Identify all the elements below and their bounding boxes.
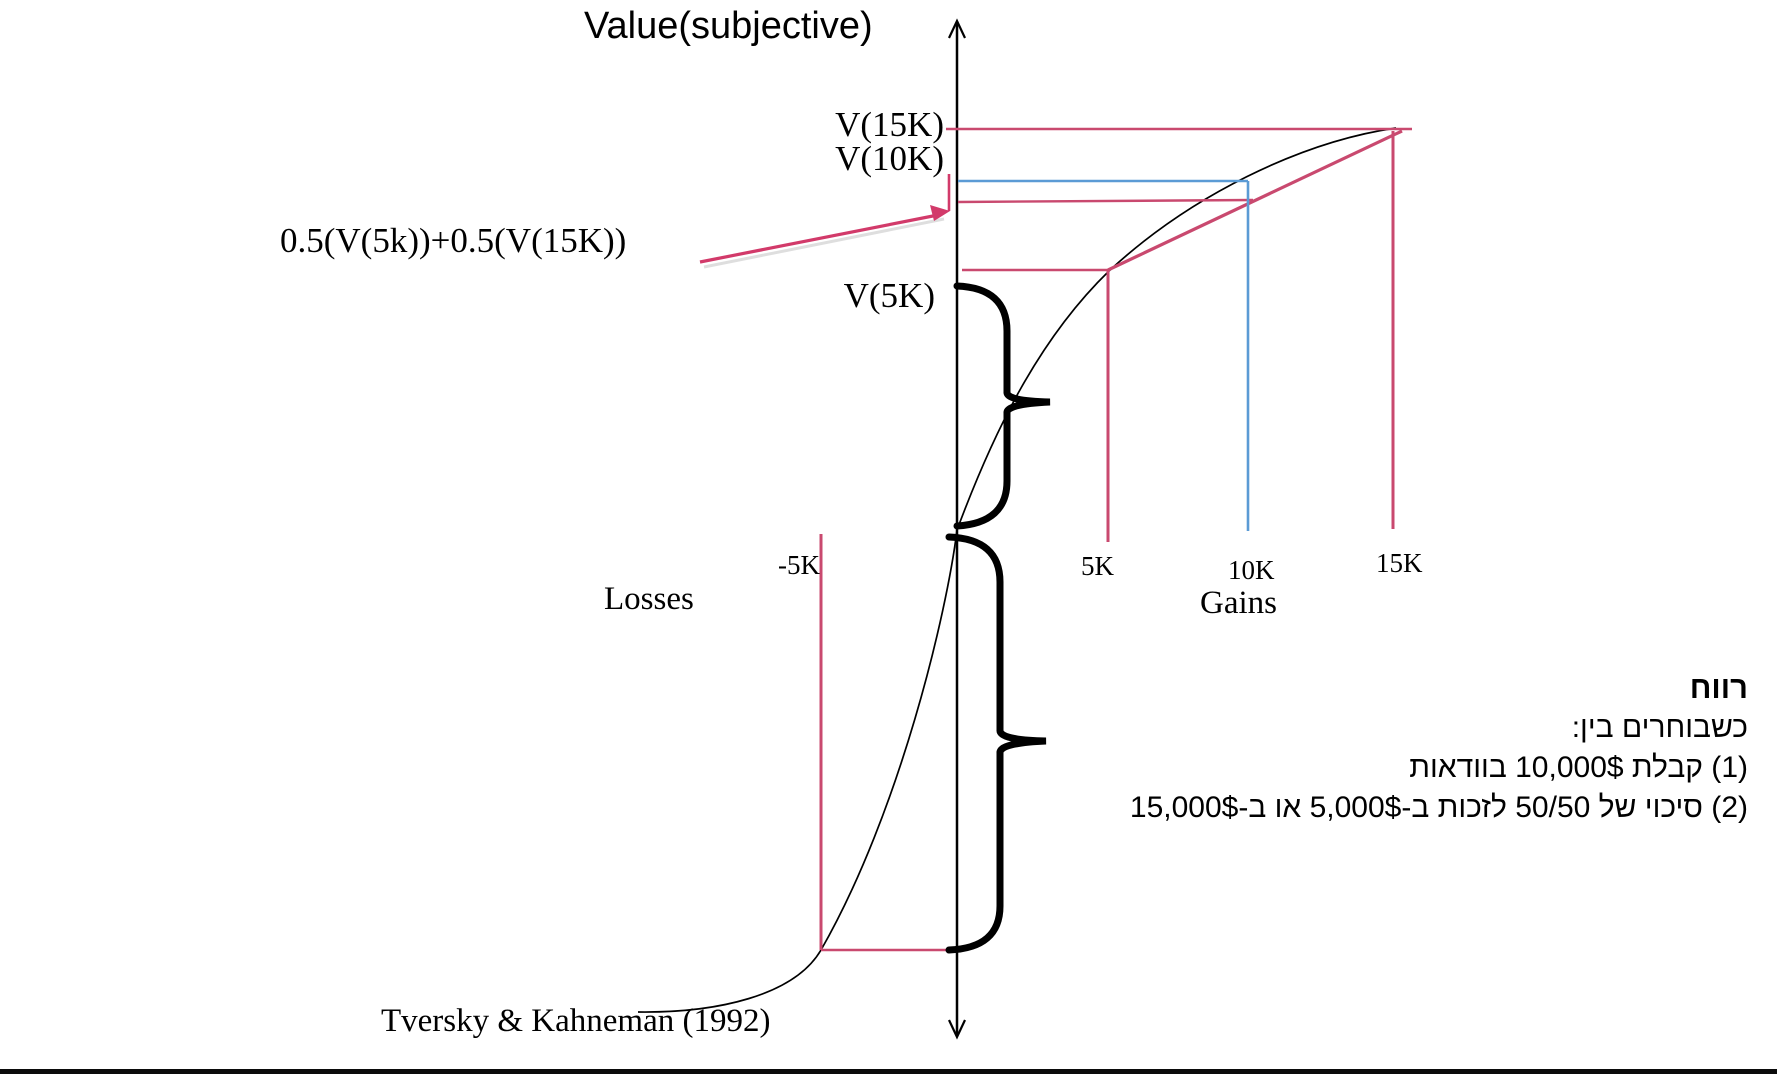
x-tick-10k: 10K <box>1228 555 1275 585</box>
chord-5k-15k-line <box>1107 129 1403 272</box>
x-tick-minus5k: -5K <box>778 550 820 580</box>
value-curve-gains <box>956 127 1397 531</box>
y-axis-arrow-up-icon <box>948 18 966 39</box>
expected-value-level-line <box>957 198 1254 204</box>
hebrew-note-line-2: (1) קבלת 10,000$ בוודאות <box>1409 751 1748 784</box>
x-tick-5k: 5K <box>1081 551 1114 581</box>
callout-arrowhead-icon <box>930 205 950 221</box>
hebrew-note-line-3: (2) סיכוי של 50/50 לזכות ב-5,000$ או ב-1… <box>1129 791 1748 824</box>
hebrew-note-line-1: כשבוחרים בין: <box>1571 711 1748 744</box>
v5k-label: V(5K) <box>843 276 935 315</box>
v10k-label: V(10K) <box>835 139 944 178</box>
v15k-label: V(15K) <box>835 105 944 144</box>
x-tick-15k: 15K <box>1376 548 1423 578</box>
y-axis-arrow-down-icon <box>948 1019 966 1040</box>
bottom-border <box>0 1069 1777 1074</box>
value-curve-losses <box>637 529 958 1013</box>
hebrew-note: רווח כשבוחרים בין: (1) קבלת 10,000$ בווד… <box>888 668 1748 828</box>
y-axis-title: Value(subjective) <box>584 5 873 47</box>
loss-magnitude-brace <box>945 533 1047 954</box>
gain-magnitude-brace <box>953 282 1051 530</box>
callout-arrow-line <box>699 213 939 264</box>
x-axis-losses-label: Losses <box>604 581 694 617</box>
expected-value-label: 0.5(V(5k))+0.5(V(15K)) <box>280 221 627 260</box>
hebrew-note-heading: רווח <box>1689 670 1748 705</box>
callout-arrow-shadow <box>703 217 945 269</box>
citation: Tversky & Kahneman (1992) <box>381 1003 771 1039</box>
x-axis-gains-label: Gains <box>1200 585 1277 621</box>
